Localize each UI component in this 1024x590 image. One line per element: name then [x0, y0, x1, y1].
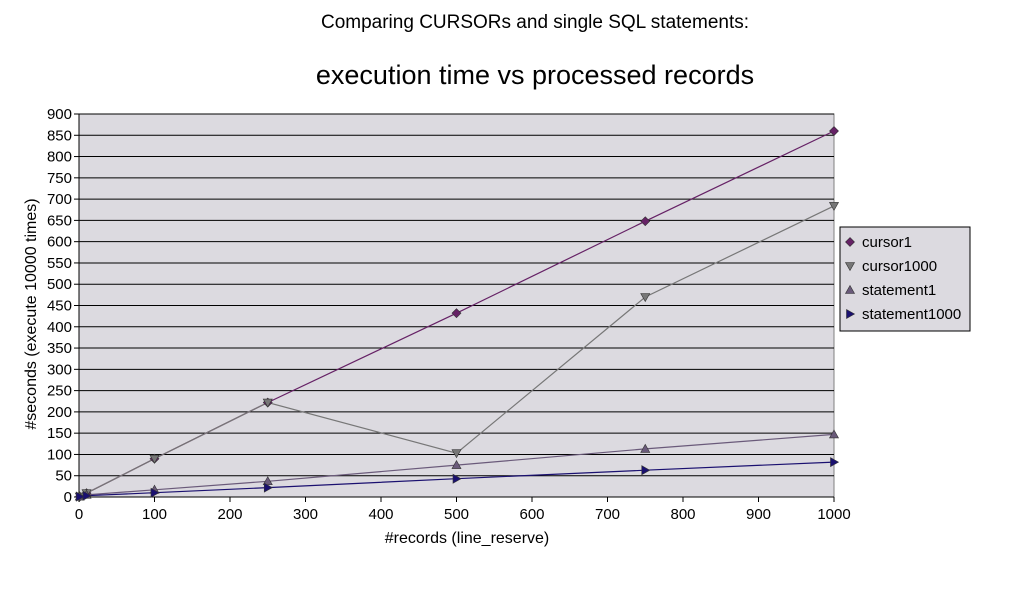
- x-tick-label: 800: [670, 506, 695, 523]
- y-axis-label: #seconds (execute 10000 times): [23, 198, 40, 429]
- grid-lines: [74, 113, 835, 502]
- x-tick-labels: 0 100 200 300 400 500 600 700 800 900 1000: [75, 506, 851, 523]
- statement1000-point: [830, 457, 840, 468]
- chart-subtitle: Comparing CURSORs and single SQL stateme…: [321, 12, 749, 33]
- y-tick-label: 850: [47, 127, 72, 144]
- x-tick-label: 900: [746, 506, 771, 523]
- legend-box: [839, 226, 971, 332]
- y-tick-label: 300: [47, 361, 72, 378]
- x-tick-label: 1000: [817, 506, 850, 523]
- statement1000-point: [150, 487, 160, 498]
- x-tick-label: 500: [444, 506, 469, 523]
- y-tick-label: 600: [47, 234, 72, 251]
- axes: [78, 114, 834, 498]
- statement1-point: [451, 459, 462, 469]
- x-tick-label: 100: [142, 506, 167, 523]
- cursor1000-point: [149, 454, 160, 464]
- series-markers: [74, 126, 840, 502]
- x-axis-label: #records (line_reserve): [385, 530, 550, 547]
- y-tick-label: 900: [47, 106, 72, 123]
- legend-marker-statement1000: [846, 308, 856, 320]
- y-tick-label: 100: [47, 446, 72, 463]
- legend-marker-cursor1000: [844, 262, 856, 272]
- x-tick-label: 300: [293, 506, 318, 523]
- statement1-point: [640, 443, 651, 453]
- y-tick-label: 650: [47, 212, 72, 229]
- cursor1-point: [451, 308, 462, 319]
- chart-title: execution time vs processed records: [316, 60, 754, 90]
- y-tick-label: 800: [47, 149, 72, 166]
- statement1000-point: [452, 473, 462, 484]
- y-tick-label: 0: [64, 489, 72, 506]
- y-tick-label: 400: [47, 319, 72, 336]
- x-tick-label: 600: [519, 506, 544, 523]
- cursor1000-point: [828, 202, 840, 212]
- y-tick-label: 700: [47, 191, 72, 208]
- legend-marker-statement1: [844, 284, 856, 294]
- legend-item-cursor1000: cursor1000: [844, 258, 937, 275]
- statement1000-point: [263, 482, 273, 493]
- y-tick-label: 750: [47, 170, 72, 187]
- x-tick-label: 200: [217, 506, 242, 523]
- statement1000-point: [75, 491, 85, 502]
- cursor1000-point: [262, 398, 273, 408]
- legend-label: cursor1: [862, 234, 912, 251]
- y-tick-label: 350: [47, 340, 72, 357]
- y-tick-label: 150: [47, 425, 72, 442]
- legend: cursor1 cursor1000 statement1 statement1000: [839, 226, 971, 332]
- y-tick-label: 250: [47, 383, 72, 400]
- legend-item-cursor1: cursor1: [845, 234, 912, 251]
- cursor1-point: [640, 216, 651, 227]
- statement1-point: [262, 476, 273, 486]
- legend-item-statement1: statement1: [844, 282, 936, 299]
- y-tick-labels: 0 50 100 150 200 250 300 350 400 450 500 550 600 650 7…: [47, 106, 72, 506]
- statement1000-point: [641, 465, 651, 476]
- x-tick-label: 0: [75, 506, 83, 523]
- y-tick-label: 200: [47, 404, 72, 421]
- legend-label: statement1: [862, 282, 936, 299]
- legend-label: statement1000: [862, 306, 961, 323]
- legend-label: cursor1000: [862, 258, 937, 275]
- y-tick-label: 50: [55, 468, 72, 485]
- statement1000-point: [82, 490, 92, 501]
- legend-marker-cursor1: [845, 237, 855, 247]
- legend-item-statement1000: statement1000: [846, 306, 961, 323]
- cursor1000-point: [451, 449, 462, 459]
- y-tick-label: 500: [47, 276, 72, 293]
- x-tick-label: 400: [368, 506, 393, 523]
- cursor1000-point: [640, 293, 651, 303]
- statement1-point: [828, 429, 840, 439]
- y-tick-label: 550: [47, 255, 72, 272]
- cursor1-point: [829, 126, 839, 136]
- y-tick-label: 450: [47, 298, 72, 315]
- x-tick-label: 700: [595, 506, 620, 523]
